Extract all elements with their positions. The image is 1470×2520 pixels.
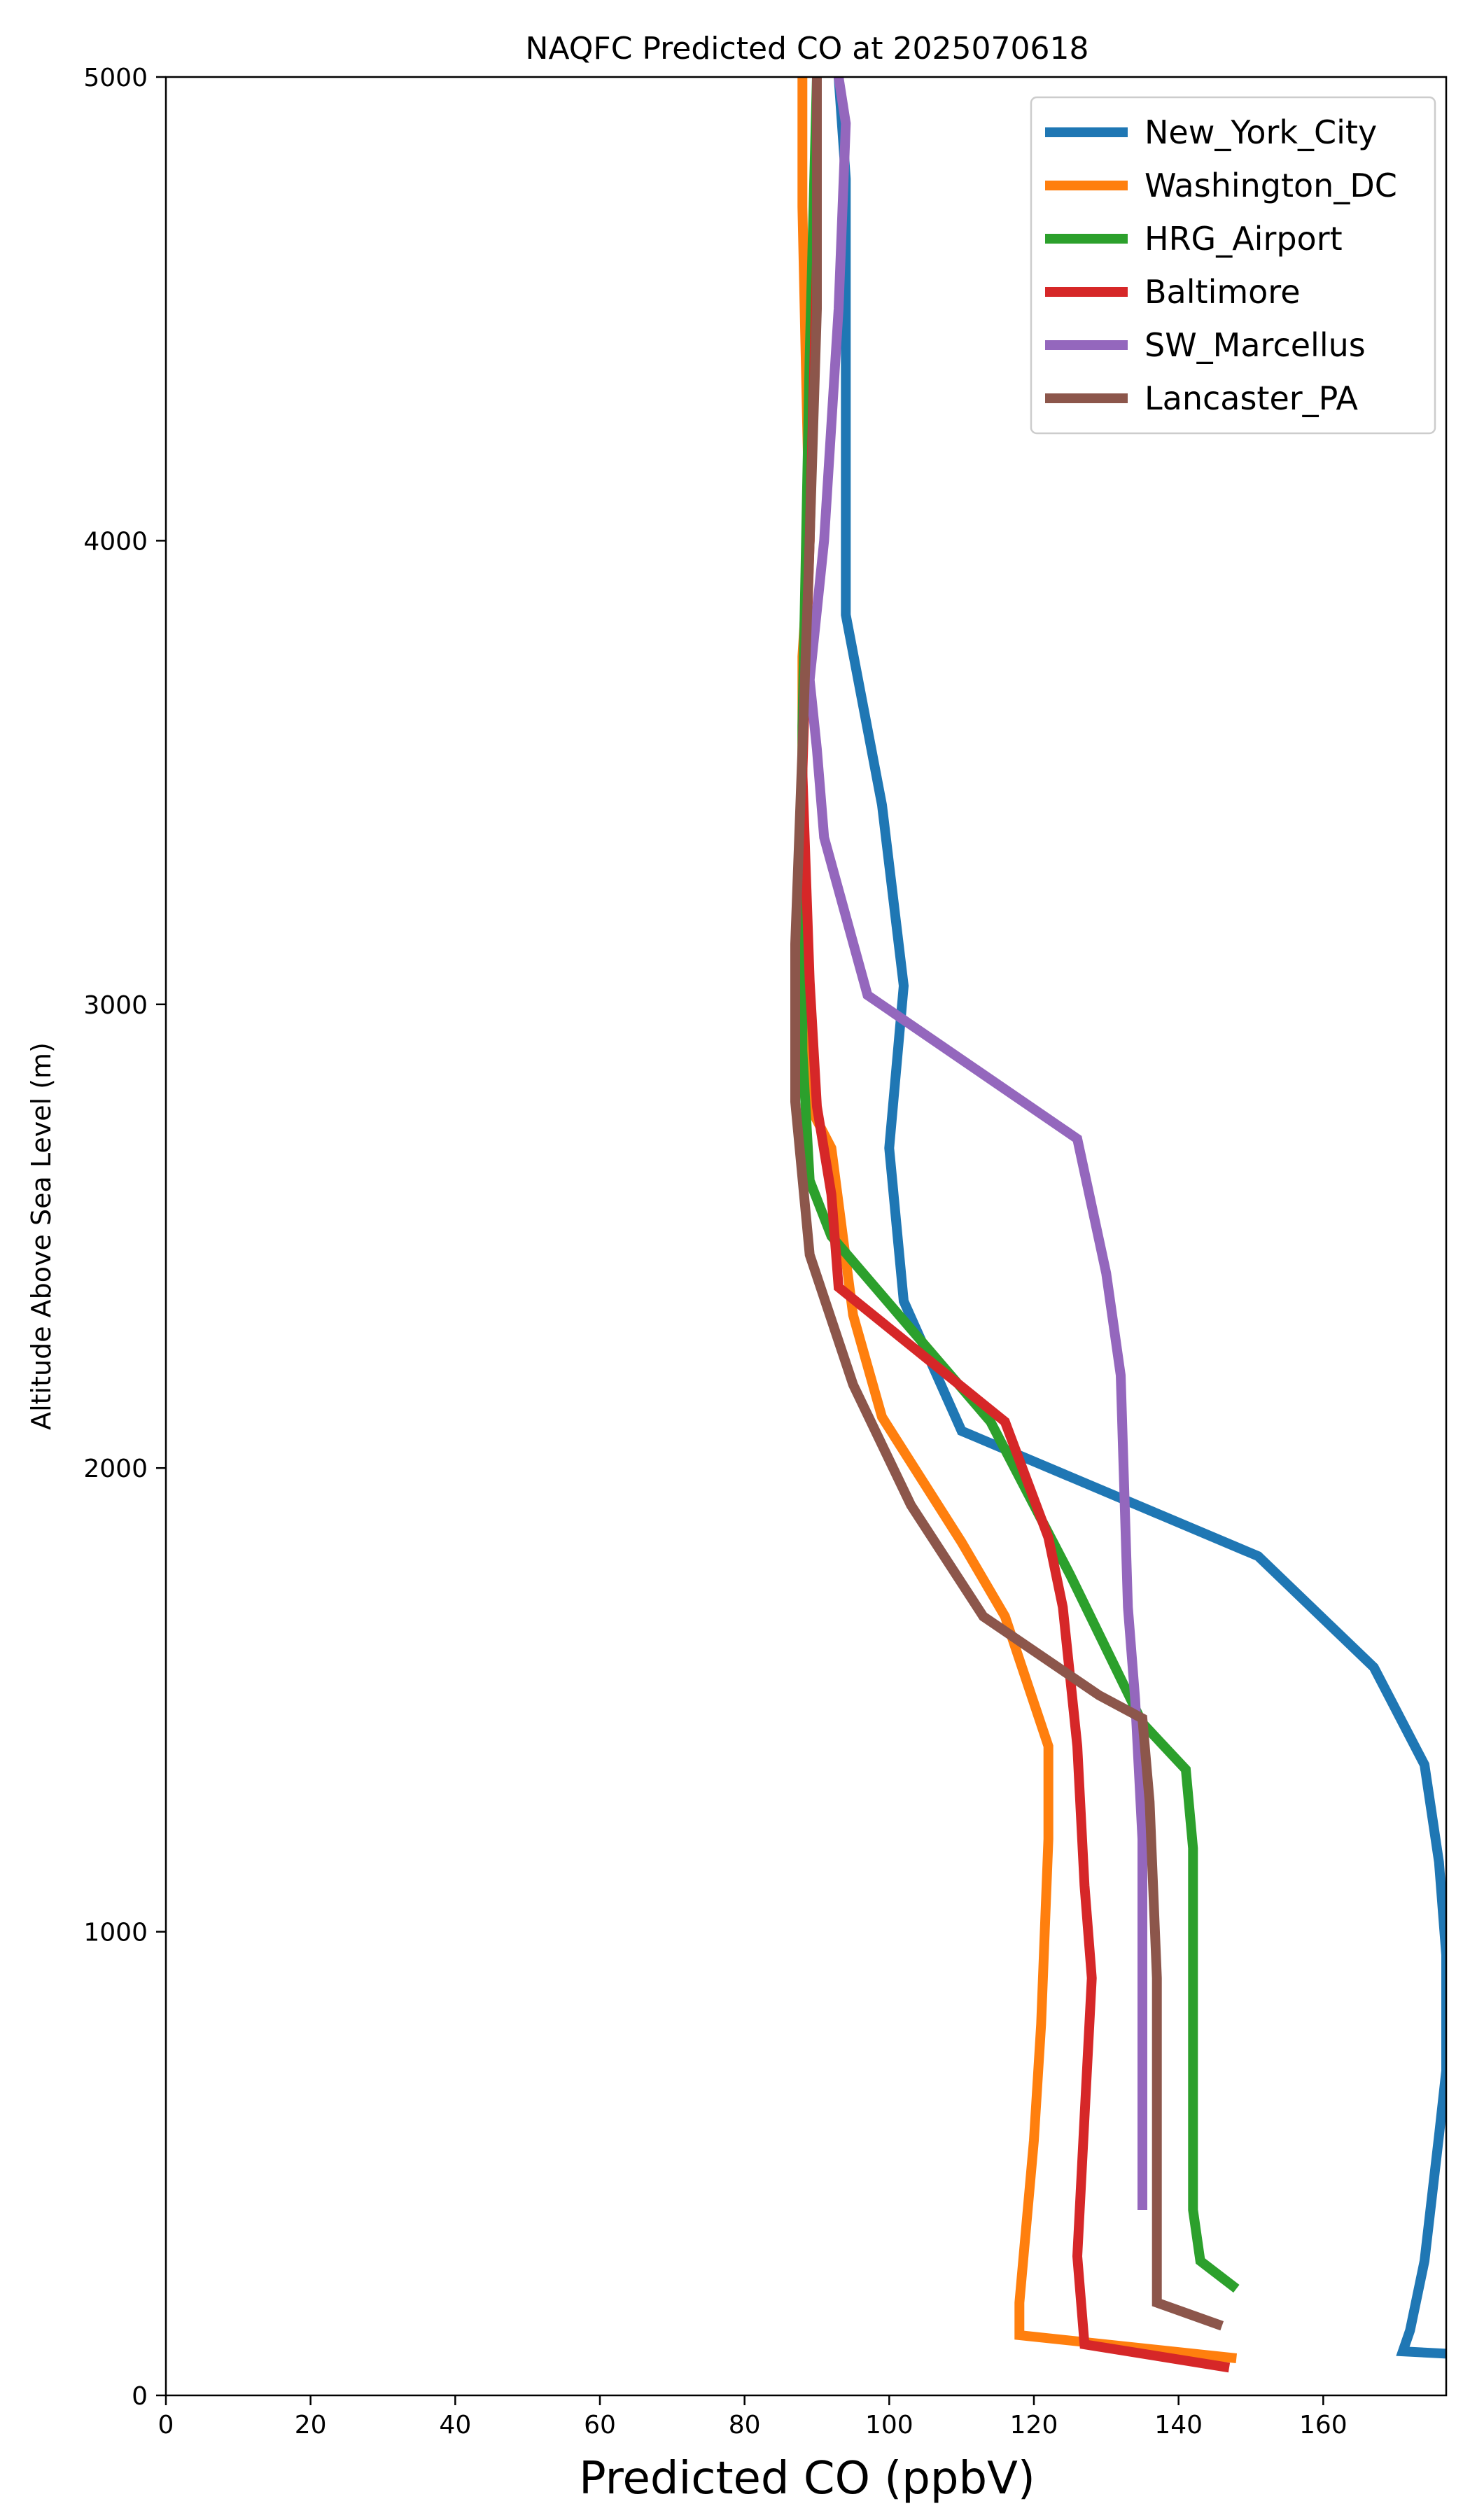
series-line-new-york-city [834,77,1446,2359]
legend-label: Baltimore [1144,273,1301,311]
y-tick-label: 5000 [83,64,148,92]
legend-label: New_York_City [1144,113,1377,151]
series-line-sw-marcellus [804,77,1147,2210]
legend: New_York_City Washington_DC HRG_Airport Bal… [1030,96,1436,435]
y-tick-label: 0 [132,2382,148,2411]
x-tick-label: 100 [865,2411,913,2440]
x-tick-label: 80 [729,2411,761,2440]
legend-frame [1030,96,1436,435]
legend-label: HRG_Airport [1144,220,1343,258]
y-tick-label: 4000 [83,527,148,556]
x-tick-label: 40 [439,2411,471,2440]
y-axis-label: Altitude Above Sea Level (m) [26,1042,57,1430]
x-tick-label: 140 [1154,2411,1203,2440]
x-axis-label: Predicted CO (ppbV) [579,2453,1035,2505]
x-axis: 0 20 40 60 80 100 120 140 160 [158,2395,1348,2440]
series-line-lancaster-pa [790,77,1224,2331]
y-tick-label: 3000 [83,991,148,1020]
plot-frame [164,76,1448,2397]
x-tick-label: 20 [295,2411,327,2440]
x-tick-label: 0 [158,2411,174,2440]
series-lines [790,77,1446,2373]
x-tick-label: 60 [584,2411,616,2440]
y-tick-label: 2000 [83,1455,148,1483]
legend-label: SW_Marcellus [1144,326,1366,364]
chart-title: NAQFC Predicted CO at 2025070618 [526,31,1089,66]
legend-label: Washington_DC [1144,167,1397,204]
x-tick-label: 120 [1010,2411,1058,2440]
y-axis: 0 1000 2000 3000 4000 5000 [83,64,166,2411]
y-tick-label: 1000 [83,1919,148,1947]
legend-label: Lancaster_PA [1144,379,1358,417]
x-tick-label: 160 [1299,2411,1348,2440]
